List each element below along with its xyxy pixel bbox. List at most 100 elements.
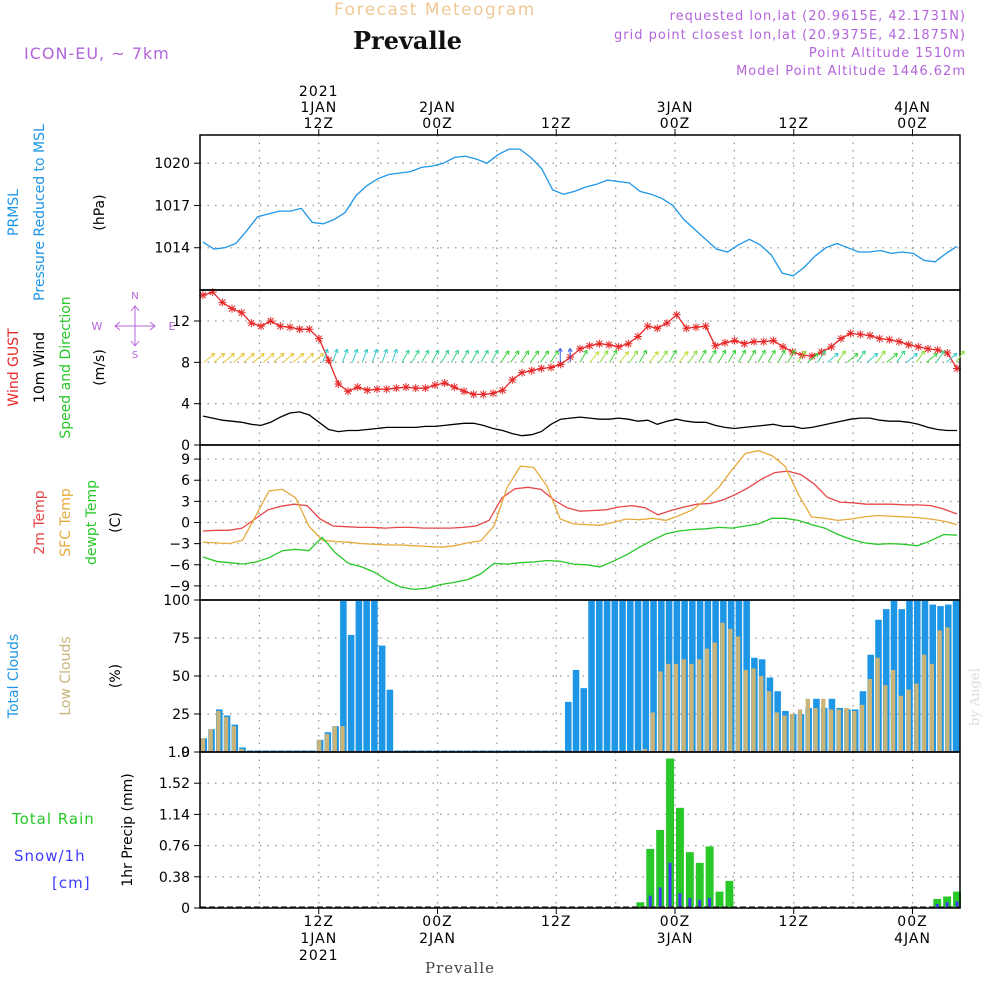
wind-arrow	[302, 352, 315, 363]
total-cloud-bar	[464, 750, 471, 752]
y-tick-label: 50	[172, 669, 190, 685]
total-cloud-bar	[270, 750, 277, 752]
gust-marker	[634, 332, 642, 341]
compass-west: W	[92, 320, 103, 333]
wind-arrow	[530, 350, 540, 363]
total-cloud-bar	[378, 645, 386, 752]
panel-side-label: Low Clouds	[58, 636, 74, 715]
series-line	[202, 449, 958, 548]
wind-arrow-head	[230, 352, 235, 358]
panel-frame	[199, 134, 961, 291]
gust-marker	[218, 298, 227, 307]
gust-marker	[759, 337, 768, 346]
gust-marker	[247, 319, 256, 328]
wind-arrow	[322, 349, 329, 363]
wind-arrow-head	[363, 348, 369, 354]
gust-marker	[885, 335, 894, 344]
panel-side-label: Pressure Reduced to MSL	[32, 124, 48, 301]
gridpoint-coordinates: grid point closest lon,lat (20.9375E, 42…	[614, 28, 966, 43]
gust-marker	[837, 334, 845, 343]
gust-marker	[334, 380, 343, 389]
wind-arrow	[619, 351, 630, 363]
gust-marker	[740, 339, 749, 348]
gust-marker	[479, 390, 488, 399]
wind-arrow	[520, 350, 530, 363]
bottom-time-label: 12Z	[541, 914, 571, 930]
model-label: ICON-EU, ~ 7km	[24, 44, 170, 63]
wind-arrow	[767, 349, 776, 363]
panel-unit-label: 1hr Precip (mm)	[120, 773, 136, 886]
wind-arrow	[371, 349, 378, 363]
low-cloud-bar	[766, 691, 772, 752]
wind-arrow	[926, 352, 938, 363]
total-cloud-bar	[433, 750, 440, 752]
gust-marker	[895, 337, 903, 346]
snow-bar	[935, 903, 939, 908]
low-cloud-bar	[712, 642, 717, 752]
wind-arrow	[421, 349, 430, 363]
wind-arrow-head	[319, 352, 325, 358]
low-cloud-bar	[813, 707, 818, 752]
wind-arrow-head	[711, 349, 717, 355]
compass-north: N	[131, 291, 138, 302]
total-cloud-bar	[588, 600, 595, 752]
low-cloud-bar	[836, 709, 841, 752]
panel-side-label: 10m Wind	[32, 332, 48, 403]
total-cloud-bar	[541, 750, 549, 752]
snow-bar	[648, 895, 652, 908]
panel-side-label: 2m Temp	[32, 490, 48, 554]
y-tick-label: 0.38	[159, 870, 190, 886]
total-cloud-bar	[580, 688, 588, 752]
wind-arrow	[490, 349, 499, 363]
low-cloud-bar	[782, 715, 787, 752]
model-point-altitude: Model Point Altitude 1446.62m	[736, 64, 966, 79]
wind-arrow	[876, 350, 886, 363]
wind-arrow	[945, 352, 958, 363]
low-cloud-bar	[224, 717, 229, 752]
wind-arrow	[638, 349, 647, 363]
low-cloud-bar	[790, 714, 795, 752]
wind-arrow-head	[654, 351, 659, 356]
snow-bar	[658, 887, 662, 908]
gust-marker	[788, 348, 797, 356]
gust-marker	[324, 356, 333, 365]
total-cloud-bar	[533, 750, 541, 752]
wind-direction-arrows	[203, 348, 965, 363]
series-line	[202, 470, 958, 532]
wind-arrow	[718, 349, 727, 363]
total-cloud-bar	[262, 750, 270, 752]
y-tick-label: 1020	[154, 156, 190, 172]
wind-arrow	[708, 349, 717, 363]
snow-bar	[945, 902, 949, 908]
top-time-label: 2021	[299, 84, 339, 100]
gust-marker	[730, 336, 739, 345]
wind-arrow-head	[270, 352, 275, 358]
low-cloud-bar	[828, 709, 834, 752]
low-cloud-bar	[681, 659, 686, 752]
wind-arrow	[213, 352, 225, 363]
wind-arrow-head	[444, 349, 450, 355]
wind-arrow-head	[771, 349, 776, 355]
wind-arrow-head	[343, 348, 349, 354]
wind-arrow-head	[383, 348, 389, 354]
wind-arrow	[886, 352, 898, 363]
wind-arrow-head	[933, 352, 938, 358]
wind-arrow-head	[279, 352, 285, 358]
wind-arrow-head	[405, 349, 410, 355]
rain-bar	[695, 862, 704, 908]
wind-arrow-head	[814, 352, 819, 358]
rain-bar	[933, 898, 942, 908]
total-cloud-bar	[898, 609, 906, 752]
gust-marker	[875, 334, 884, 343]
wind-arrow	[757, 349, 766, 363]
wind-arrow	[431, 349, 440, 363]
rain-bar	[953, 891, 961, 908]
snow-bar	[688, 898, 692, 908]
wind-arrow	[411, 349, 420, 363]
low-cloud-bar	[805, 698, 810, 752]
wind-arrow	[728, 349, 736, 363]
panel-unit-label: (%)	[108, 664, 124, 688]
wind-arrow-head	[900, 350, 906, 355]
y-tick-label: 0.76	[159, 839, 190, 855]
low-cloud-bar	[658, 671, 663, 752]
